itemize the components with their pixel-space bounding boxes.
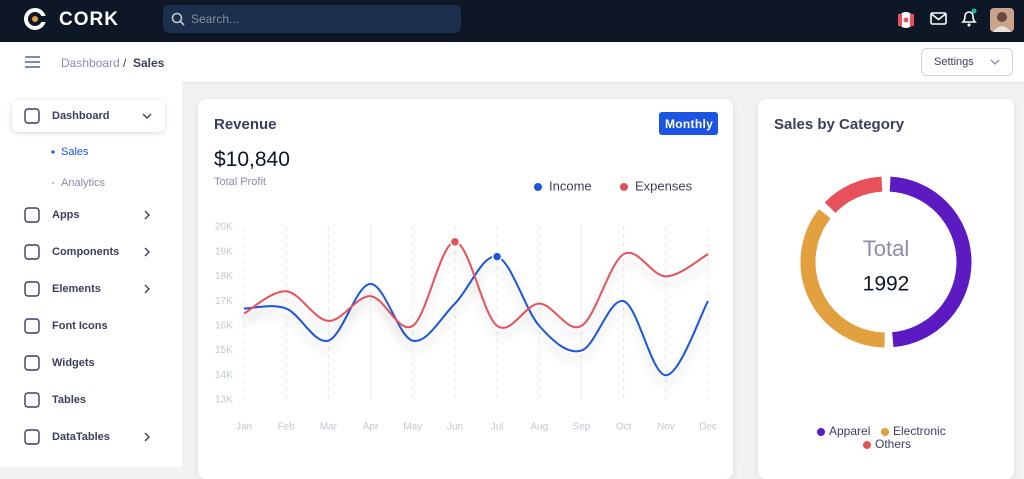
x-tick-label: Nov <box>657 422 675 433</box>
donut-segment <box>889 176 972 348</box>
x-tick-label: Oct <box>616 422 632 433</box>
search-box[interactable] <box>163 5 461 33</box>
breadcrumb-separator: / <box>123 56 127 70</box>
chevron <box>990 59 1000 65</box>
x-tick-label: Dec <box>699 422 717 433</box>
series-line <box>243 240 709 329</box>
peak-marker <box>449 236 461 248</box>
menu-icon <box>24 318 40 334</box>
y-tick-label: 13K <box>215 395 233 406</box>
legend-marker <box>863 441 871 449</box>
x-tick-label: Aug <box>530 422 548 433</box>
y-tick-label: 19K <box>215 246 233 257</box>
peak-marker <box>491 251 503 262</box>
y-tick-label: 14K <box>215 370 233 381</box>
menu-icon <box>24 429 40 445</box>
card-title: Revenue <box>214 116 277 133</box>
y-tick-label: 15K <box>215 345 233 356</box>
logo <box>24 8 47 30</box>
active-menu-highlight <box>12 100 165 132</box>
series-line <box>243 255 709 377</box>
menu-icon <box>24 355 40 371</box>
monthly-button[interactable] <box>659 112 718 135</box>
legend-label: Expenses <box>635 178 693 193</box>
x-tick-label: Jul <box>491 422 504 433</box>
menu-item[interactable]: Font Icons <box>52 320 108 332</box>
center-total: 1992 <box>863 273 910 296</box>
legend-marker <box>534 183 542 191</box>
avatar[interactable] <box>990 8 1014 32</box>
search-placeholder: Search... <box>191 12 240 26</box>
search-icon <box>171 12 185 26</box>
menu-icon <box>24 392 40 408</box>
settings-label: Settings <box>934 56 974 68</box>
breadcrumb-current: Sales <box>133 56 165 70</box>
menu-item[interactable]: Tables <box>52 394 87 406</box>
menu-item[interactable]: Apps <box>52 209 80 221</box>
total-profit-label: Total Profit <box>214 176 266 188</box>
menu-icon <box>24 244 40 260</box>
language-flag[interactable] <box>896 10 916 30</box>
x-tick-label: Mar <box>320 422 338 433</box>
sidebar-icons <box>24 108 152 445</box>
legend-label: Others <box>875 437 911 451</box>
center-label: Total <box>863 236 909 261</box>
x-tick-label: Sep <box>573 422 591 433</box>
sidebar <box>0 82 182 467</box>
submenu-bullet <box>51 150 55 154</box>
legend-label: Income <box>549 178 592 193</box>
total-profit-value: $10,840 <box>214 148 290 171</box>
chevron <box>144 432 150 442</box>
legend-label: Apparel <box>829 424 870 438</box>
menu-item[interactable]: Dashboard <box>52 110 110 122</box>
chevron <box>144 247 150 257</box>
category-card <box>758 99 1014 479</box>
legend-label: Electronic <box>893 424 946 438</box>
y-tick-label: 20K <box>215 222 233 233</box>
menu-item[interactable]: DataTables <box>52 431 110 443</box>
bell-icon[interactable] <box>960 8 978 28</box>
chevron <box>142 113 152 119</box>
sub-header <box>0 42 1024 82</box>
menu-icon <box>24 207 40 223</box>
legend-marker <box>817 428 825 436</box>
chevron <box>144 284 150 294</box>
breadcrumb-item[interactable]: Dashboard <box>61 56 120 70</box>
legend-marker <box>881 428 889 436</box>
donut-segment <box>824 176 883 214</box>
monthly-label: Monthly <box>665 117 714 131</box>
menu-item[interactable]: Components <box>52 246 120 258</box>
x-tick-label: May <box>403 422 422 433</box>
y-tick-label: 17K <box>215 296 233 307</box>
y-tick-label: 16K <box>215 320 233 331</box>
chevron <box>144 210 150 220</box>
menu-item[interactable]: Widgets <box>52 357 95 369</box>
menu-toggle[interactable] <box>25 56 41 68</box>
submenu-bullet <box>51 181 55 185</box>
menu-icon <box>24 281 40 297</box>
mail-icon[interactable] <box>930 11 948 27</box>
x-tick-label: Jan <box>236 422 252 433</box>
y-tick-label: 18K <box>215 271 233 282</box>
submenu-item[interactable]: Sales <box>61 146 89 158</box>
x-tick-label: Apr <box>363 422 379 433</box>
submenu-item[interactable]: Analytics <box>61 177 106 189</box>
menu-icon <box>24 108 40 124</box>
card-title: Sales by Category <box>774 116 905 133</box>
legend-marker <box>620 183 628 191</box>
charts: 13K 14K 15K 16K 17K 18K 19K 20K Jan Feb Mar Apr May J… <box>215 176 972 451</box>
x-tick-label: Jun <box>447 422 463 433</box>
donut-segment <box>800 209 885 348</box>
x-tick-label: Feb <box>278 422 296 433</box>
menu-item[interactable]: Elements <box>52 283 101 295</box>
brand: CORK <box>59 9 119 30</box>
